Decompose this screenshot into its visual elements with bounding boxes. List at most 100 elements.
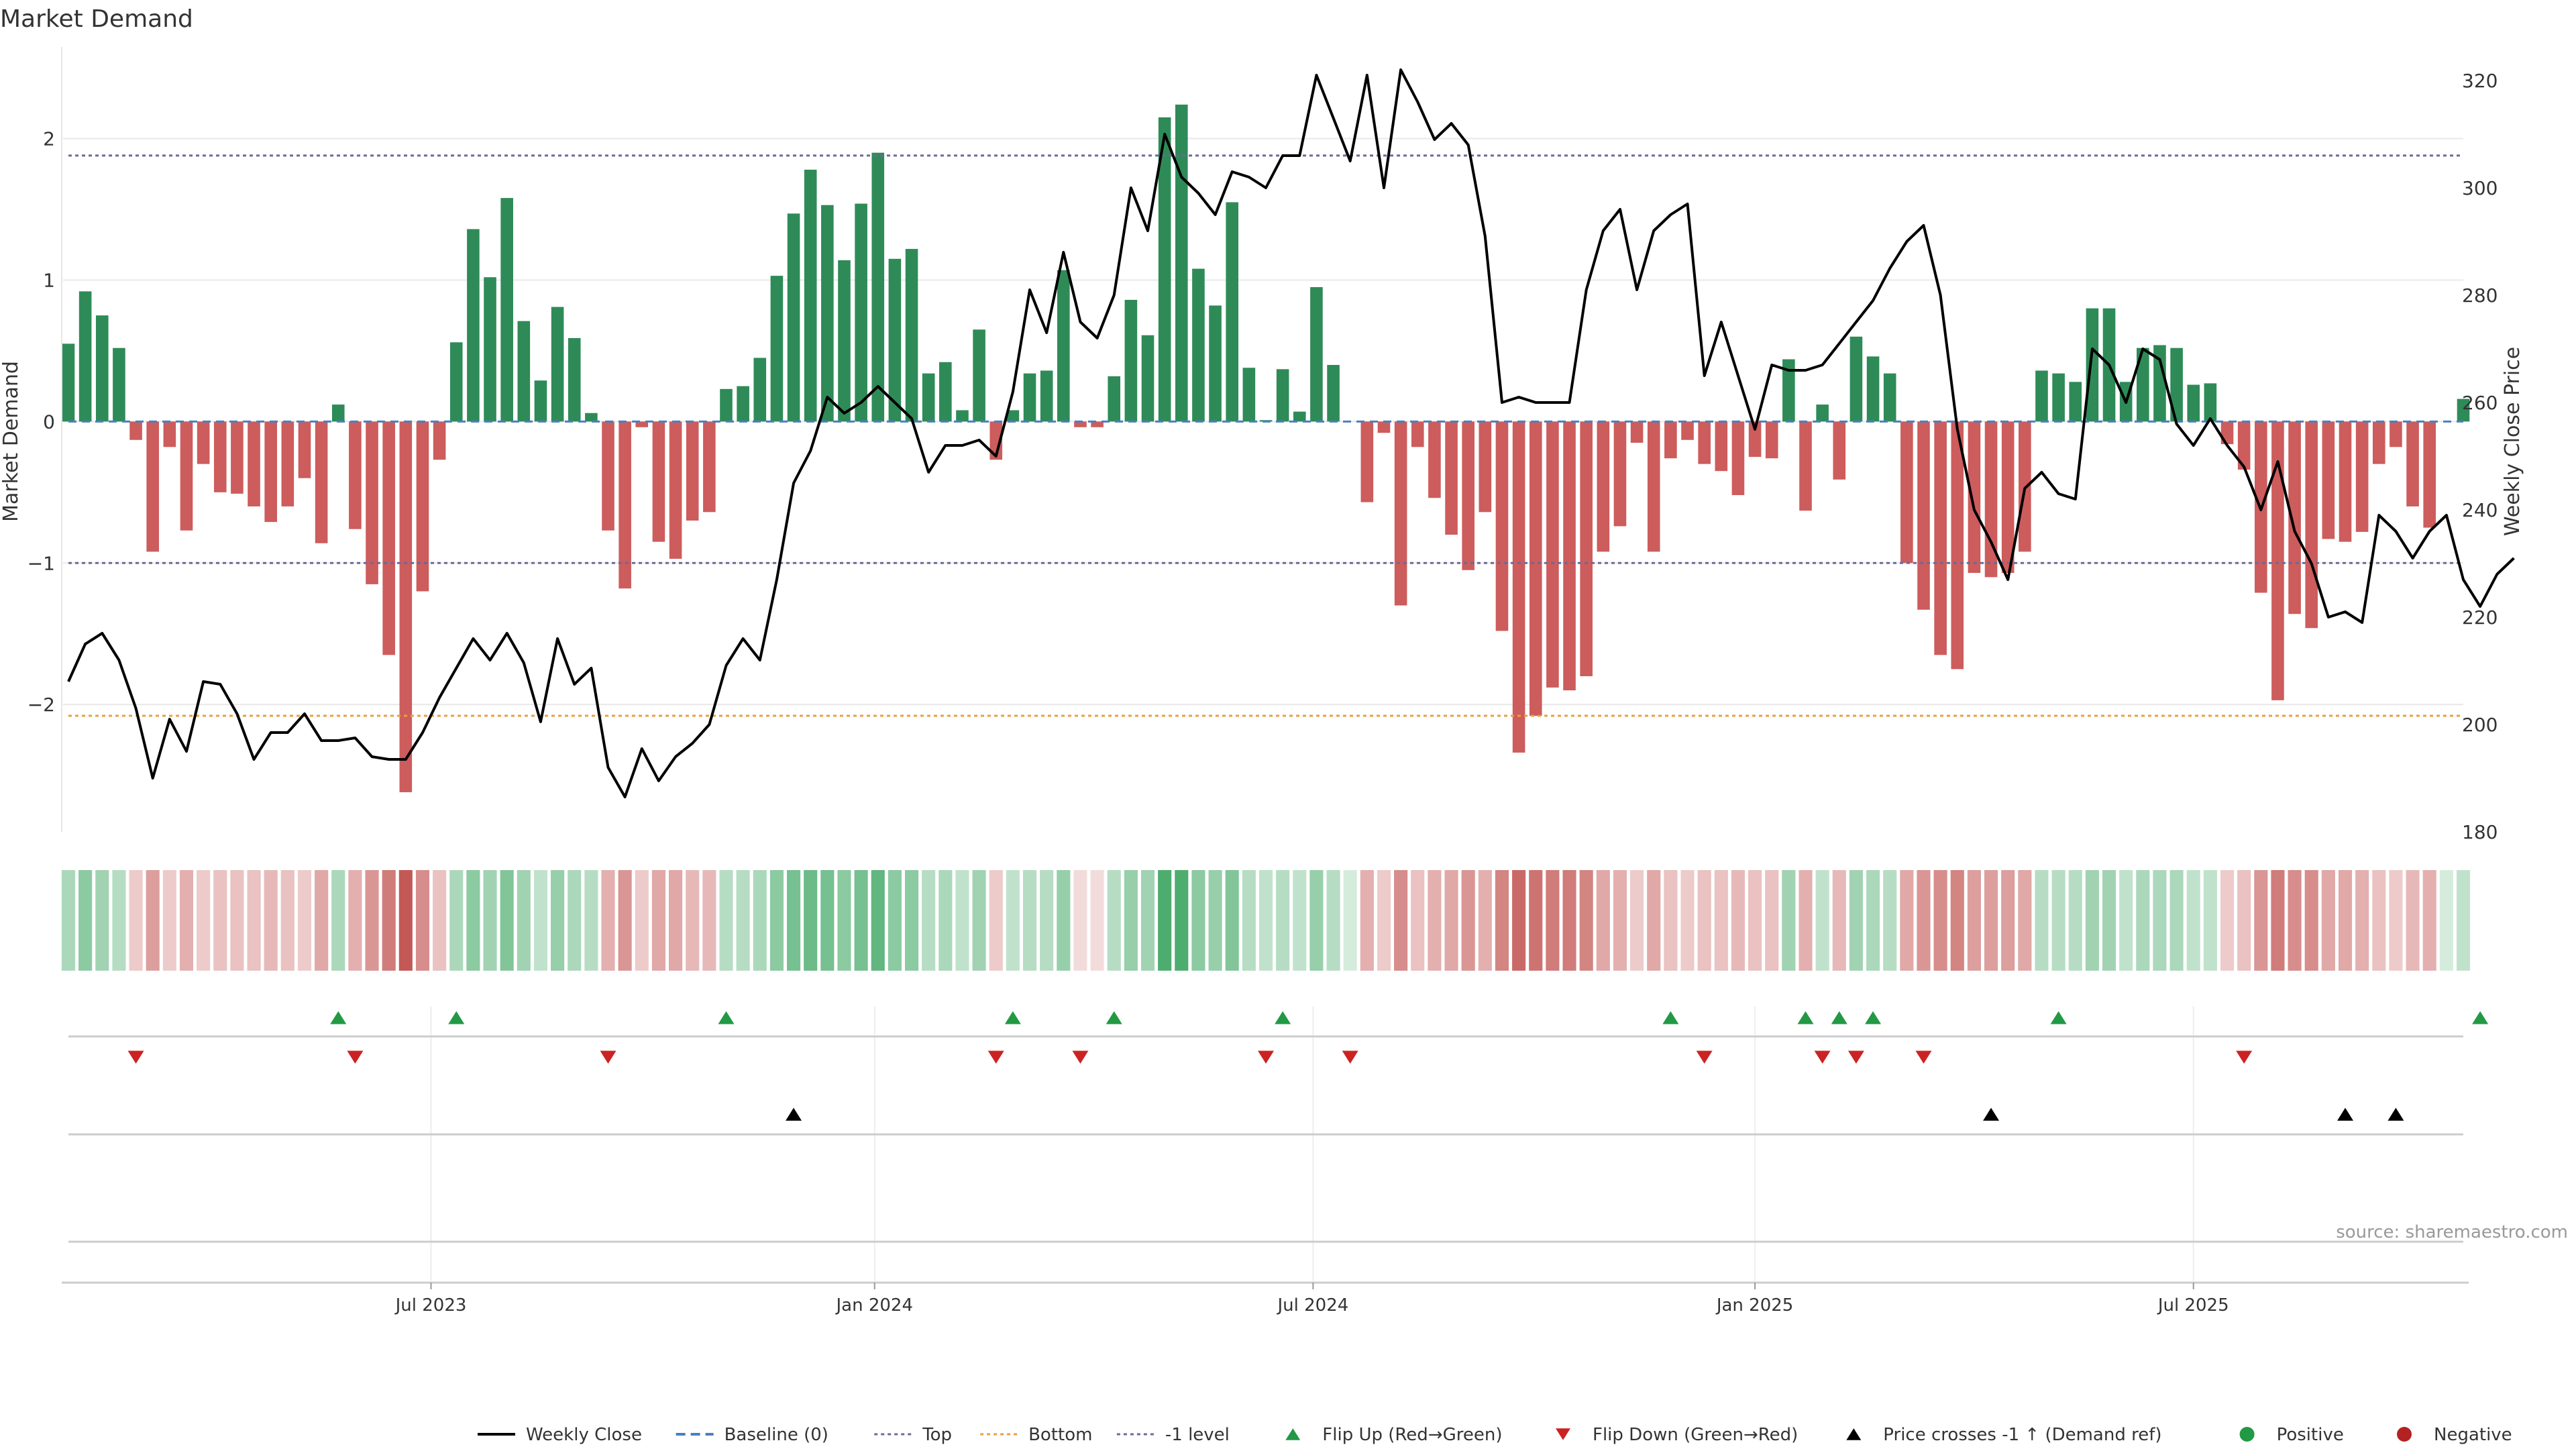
demand-bar: [1192, 268, 1205, 422]
demand-bar: [467, 229, 480, 422]
legend-label: Negative: [2434, 1425, 2512, 1445]
demand-bar: [399, 421, 413, 792]
flip-up-marker: [2050, 1011, 2067, 1024]
flip-up-marker: [1797, 1011, 1814, 1024]
demand-bar: [1748, 421, 1762, 458]
demand-bar: [2069, 382, 2082, 422]
demand-bar: [1276, 369, 1289, 422]
flip-down-marker: [2236, 1051, 2253, 1064]
heat-cell: [1765, 870, 1779, 971]
demand-bar: [1158, 117, 1171, 422]
flip-up-marker: [1004, 1011, 1021, 1024]
heat-cell: [1680, 870, 1695, 971]
heat-cell: [2338, 870, 2353, 971]
demand-bar: [804, 169, 817, 422]
legend-label: Baseline (0): [724, 1425, 828, 1445]
flip-up-marker: [1106, 1011, 1122, 1024]
heat-cell: [1242, 870, 1256, 971]
demand-bar: [1327, 365, 1340, 422]
heat-cell: [331, 870, 345, 971]
heat-cell: [1377, 870, 1391, 971]
heat-cell: [1799, 870, 1813, 971]
demand-bar: [1849, 336, 1863, 422]
demand-bar: [1512, 421, 1525, 753]
heat-cell: [382, 870, 396, 971]
heat-cell: [2001, 870, 2015, 971]
heat-cell: [1546, 870, 1560, 971]
demand-bar: [146, 421, 160, 552]
demand-bar: [180, 421, 193, 531]
flip-up-marker: [1831, 1011, 1847, 1024]
y-tick-label-right: 320: [2462, 70, 2498, 92]
demand-bar: [382, 421, 395, 655]
y-tick-label-right: 300: [2462, 177, 2498, 199]
demand-bar: [2237, 421, 2251, 470]
heat-cell: [938, 870, 953, 971]
demand-bar: [770, 276, 784, 422]
demand-bar: [534, 380, 547, 422]
heat-cell: [2119, 870, 2133, 971]
heat-cell: [433, 870, 447, 971]
flip-up-marker: [1865, 1011, 1882, 1024]
heat-cell: [1849, 870, 1863, 971]
heat-cell: [1175, 870, 1189, 971]
demand-bar: [956, 410, 969, 422]
demand-bar: [602, 421, 614, 531]
heat-cell: [989, 870, 1003, 971]
demand-bar: [1411, 421, 1424, 447]
demand-bar: [2137, 347, 2149, 422]
demand-bar: [568, 337, 581, 422]
heat-cell: [2220, 870, 2235, 971]
legend-label: Top: [922, 1425, 952, 1445]
flip-down-marker: [1847, 1051, 1864, 1064]
demand-bar: [95, 315, 109, 422]
demand-bar: [2372, 421, 2385, 464]
flip-up-marker: [2472, 1011, 2489, 1024]
demand-bar: [1698, 421, 1711, 464]
heat-cell: [1917, 870, 1931, 971]
heat-cell: [2422, 870, 2436, 971]
heat-cell: [1444, 870, 1458, 971]
heat-cell: [1057, 870, 1071, 971]
price-cross-markers: [786, 1108, 2404, 1121]
heat-cell: [601, 870, 615, 971]
heat-cell: [1040, 870, 1054, 971]
demand-bar: [1580, 421, 1593, 676]
y-tick-label-right: 180: [2462, 821, 2498, 843]
legend-swatch: [1556, 1428, 1570, 1440]
demand-bar: [1917, 421, 1930, 610]
heat-cell: [95, 870, 109, 971]
heat-cell: [736, 870, 750, 971]
heat-cell: [2018, 870, 2032, 971]
demand-bar: [2170, 347, 2183, 422]
flip-down-marker: [127, 1051, 144, 1064]
demand-bar: [1074, 421, 1087, 427]
x-tick-label: Jul 2025: [2157, 1295, 2229, 1316]
source-note: source: sharemaestro.com: [2336, 1222, 2568, 1242]
heat-cell: [686, 870, 700, 971]
heat-cell: [2456, 870, 2471, 971]
demand-bar: [484, 277, 496, 422]
heat-cell: [568, 870, 582, 971]
demand-bar: [922, 373, 935, 422]
heat-cell: [651, 870, 665, 971]
demand-bar: [1394, 421, 1407, 606]
heat-cell: [1360, 870, 1374, 971]
demand-bar: [669, 421, 682, 559]
demand-bar: [1310, 287, 1323, 422]
heat-cell: [1664, 870, 1678, 971]
x-tick-label: Jul 2023: [394, 1295, 467, 1316]
heat-cell: [904, 870, 919, 971]
heat-cell: [1613, 870, 1627, 971]
demand-bar: [248, 421, 260, 506]
heat-cell: [1073, 870, 1087, 971]
heat-cell: [1697, 870, 1711, 971]
demand-bar: [1040, 370, 1053, 422]
price-cross-marker: [2387, 1108, 2404, 1121]
heat-cell: [1140, 870, 1155, 971]
heat-cell: [787, 870, 801, 971]
demand-bar: [652, 421, 665, 542]
demand-bar: [1613, 421, 1627, 527]
heat-cell: [1428, 870, 1442, 971]
y-tick-label-left: −1: [28, 552, 55, 574]
